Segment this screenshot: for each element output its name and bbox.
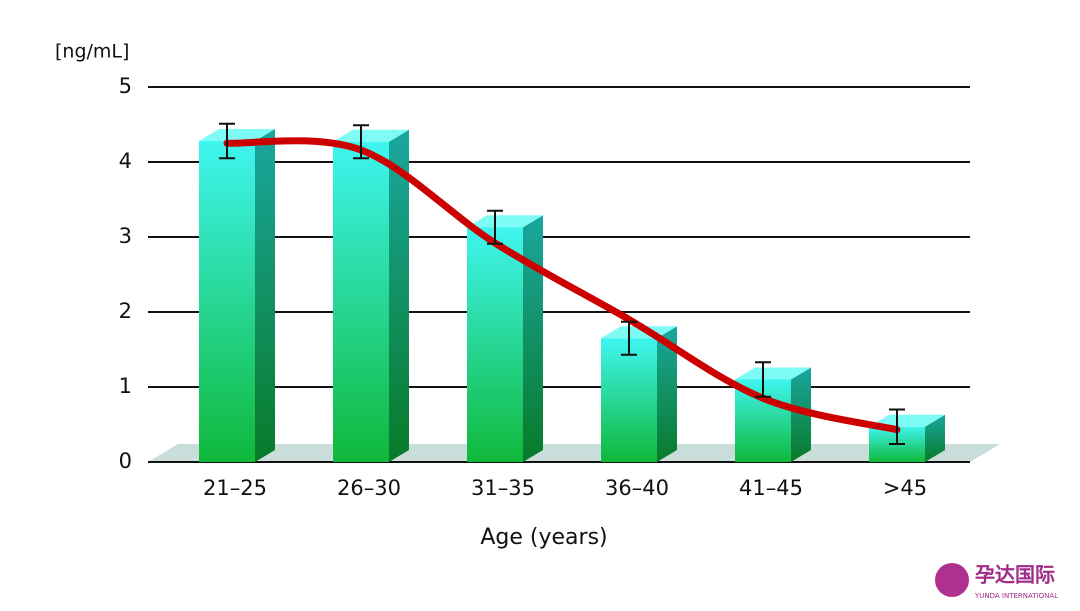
y-tick-label: 2	[119, 299, 132, 323]
x-tick-label: 21–25	[203, 476, 267, 500]
bar-top	[467, 215, 543, 228]
error-bar	[353, 124, 369, 160]
x-tick-label: 36–40	[605, 476, 669, 500]
y-tick-label: 3	[119, 224, 132, 248]
logo-name: 孕达国际	[975, 563, 1055, 587]
error-bar	[219, 122, 235, 160]
x-tick-label: >45	[883, 476, 927, 500]
bar	[601, 338, 657, 462]
y-unit-label: [ng/mL]	[55, 41, 129, 63]
logo-subtitle: YUNDA INTERNATIONAL	[974, 592, 1058, 600]
logo-icon	[935, 563, 969, 597]
error-bar	[889, 408, 905, 445]
bar-side	[925, 414, 945, 462]
bar	[467, 227, 523, 462]
y-tick-label: 4	[119, 149, 132, 173]
y-tick-label: 0	[119, 449, 132, 473]
x-tick-label: 26–30	[337, 476, 401, 500]
bar-side	[389, 129, 409, 462]
logo: 孕达国际 YUNDA INTERNATIONAL	[935, 563, 1058, 600]
x-tick-label: 41–45	[739, 476, 803, 500]
bar-top	[869, 414, 945, 427]
bar-top	[735, 367, 811, 380]
bar-side	[657, 326, 677, 462]
x-axis-label: Age (years)	[480, 525, 607, 550]
trend-line	[223, 137, 901, 434]
error-bar	[621, 320, 637, 356]
bar-top	[333, 129, 409, 142]
y-tick-label: 1	[119, 374, 132, 398]
bar-side	[255, 129, 275, 462]
bar-side	[523, 215, 543, 462]
y-tick-label: 5	[119, 74, 132, 98]
error-bar	[755, 361, 771, 398]
bar-top	[199, 129, 275, 141]
bar	[333, 141, 389, 462]
x-tick-label: 31–35	[471, 476, 535, 500]
error-bar	[487, 209, 503, 245]
bar-side	[791, 367, 811, 462]
bar	[199, 141, 255, 462]
